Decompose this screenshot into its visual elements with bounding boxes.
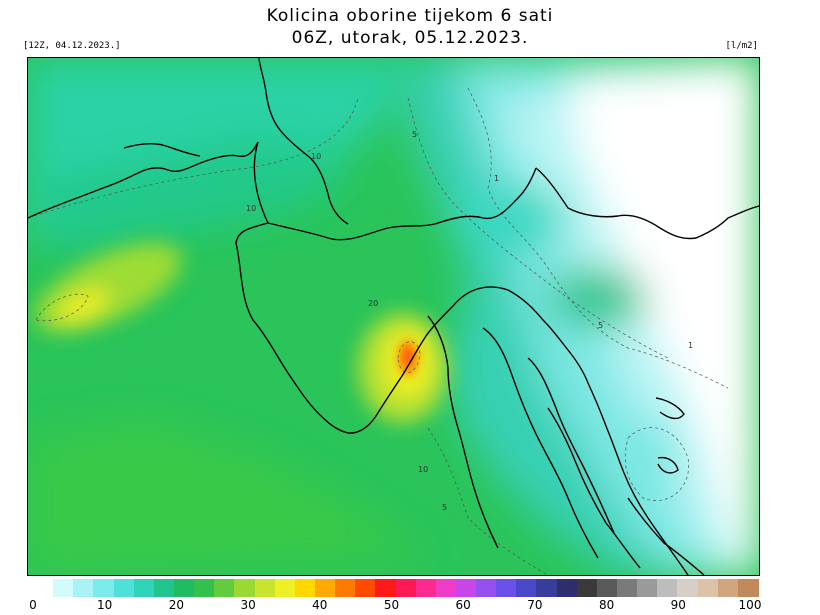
legend-color-swatch (455, 579, 477, 597)
legend-color-swatch (314, 579, 336, 597)
coastlines-borders (28, 58, 759, 575)
contour-label: 1 (688, 341, 693, 350)
legend-tick-label: 10 (97, 598, 113, 612)
legend-color-swatch (93, 579, 115, 597)
legend-color-swatch (435, 579, 457, 597)
precip-peak (398, 340, 418, 376)
legend-color-swatch (617, 579, 638, 597)
contour-label: 5 (598, 321, 603, 330)
legend-color-swatch (657, 579, 679, 597)
legend-color-swatch (516, 579, 538, 597)
legend-tick-label: 90 (670, 598, 686, 612)
map-canvas: 10 5 1 10 20 5 1 10 5 (28, 58, 759, 575)
legend-tick-label: 80 (598, 598, 615, 612)
precip-field (28, 58, 759, 575)
contour-lines (28, 87, 729, 575)
legend-color-swatch (294, 579, 316, 597)
contour-label: 20 (368, 299, 378, 308)
chart-title: Kolicina oborine tijekom 6 sati (266, 6, 554, 26)
legend-color-swatch (556, 579, 578, 597)
model-run-label: [12Z, 04.12.2023.] (23, 41, 121, 51)
legend-color-swatch (697, 579, 719, 597)
legend-color-swatch (737, 579, 759, 597)
legend-color-swatch (596, 579, 618, 597)
legend-colorbar (33, 579, 759, 597)
legend-color-swatch (717, 579, 739, 597)
legend-color-swatch (355, 579, 376, 597)
legend-color-swatch (33, 579, 54, 597)
contour-label: 5 (442, 503, 447, 512)
legend-color-swatch (576, 579, 598, 597)
contour-label: 10 (311, 152, 321, 161)
legend-color-swatch (496, 579, 517, 597)
legend-color-swatch (133, 579, 155, 597)
contour-label: 10 (246, 204, 256, 213)
legend-tick-label: 100 (738, 598, 762, 612)
legend-color-swatch (53, 579, 74, 597)
legend-tick-label: 70 (527, 598, 543, 612)
legend-color-swatch (234, 579, 256, 597)
legend-color-swatch (335, 579, 356, 597)
legend-color-swatch (73, 579, 94, 597)
legend-tick-label: 50 (383, 598, 400, 612)
legend-tick-label: 20 (168, 598, 185, 612)
legend-color-swatch (274, 579, 296, 597)
legend-tick-label: 30 (240, 598, 256, 612)
legend-color-swatch (415, 579, 437, 597)
legend-color-swatch (214, 579, 235, 597)
legend-color-swatch (637, 579, 658, 597)
legend-tick-label: 40 (312, 598, 328, 612)
precipitation-map: 10 5 1 10 20 5 1 10 5 (27, 57, 760, 576)
legend-color-swatch (395, 579, 417, 597)
legend-color-swatch (113, 579, 135, 597)
legend-color-swatch (677, 579, 699, 597)
legend-color-swatch (375, 579, 397, 597)
legend-tick-label: 60 (455, 598, 471, 612)
contour-label: 5 (412, 130, 417, 139)
contour-label: 1 (494, 174, 499, 183)
legend-color-swatch (536, 579, 558, 597)
legend-color-swatch (476, 579, 497, 597)
legend-color-swatch (173, 579, 195, 597)
unit-label: [l/m2] (725, 41, 758, 51)
contour-value-labels: 10 5 1 10 20 5 1 10 5 (246, 130, 693, 512)
legend-color-swatch (194, 579, 215, 597)
legend-tick-label: 0 (29, 598, 37, 612)
legend-color-swatch (153, 579, 175, 597)
contour-label: 10 (418, 465, 428, 474)
legend-color-swatch (254, 579, 276, 597)
chart-subtitle: 06Z, utorak, 05.12.2023. (291, 28, 529, 48)
